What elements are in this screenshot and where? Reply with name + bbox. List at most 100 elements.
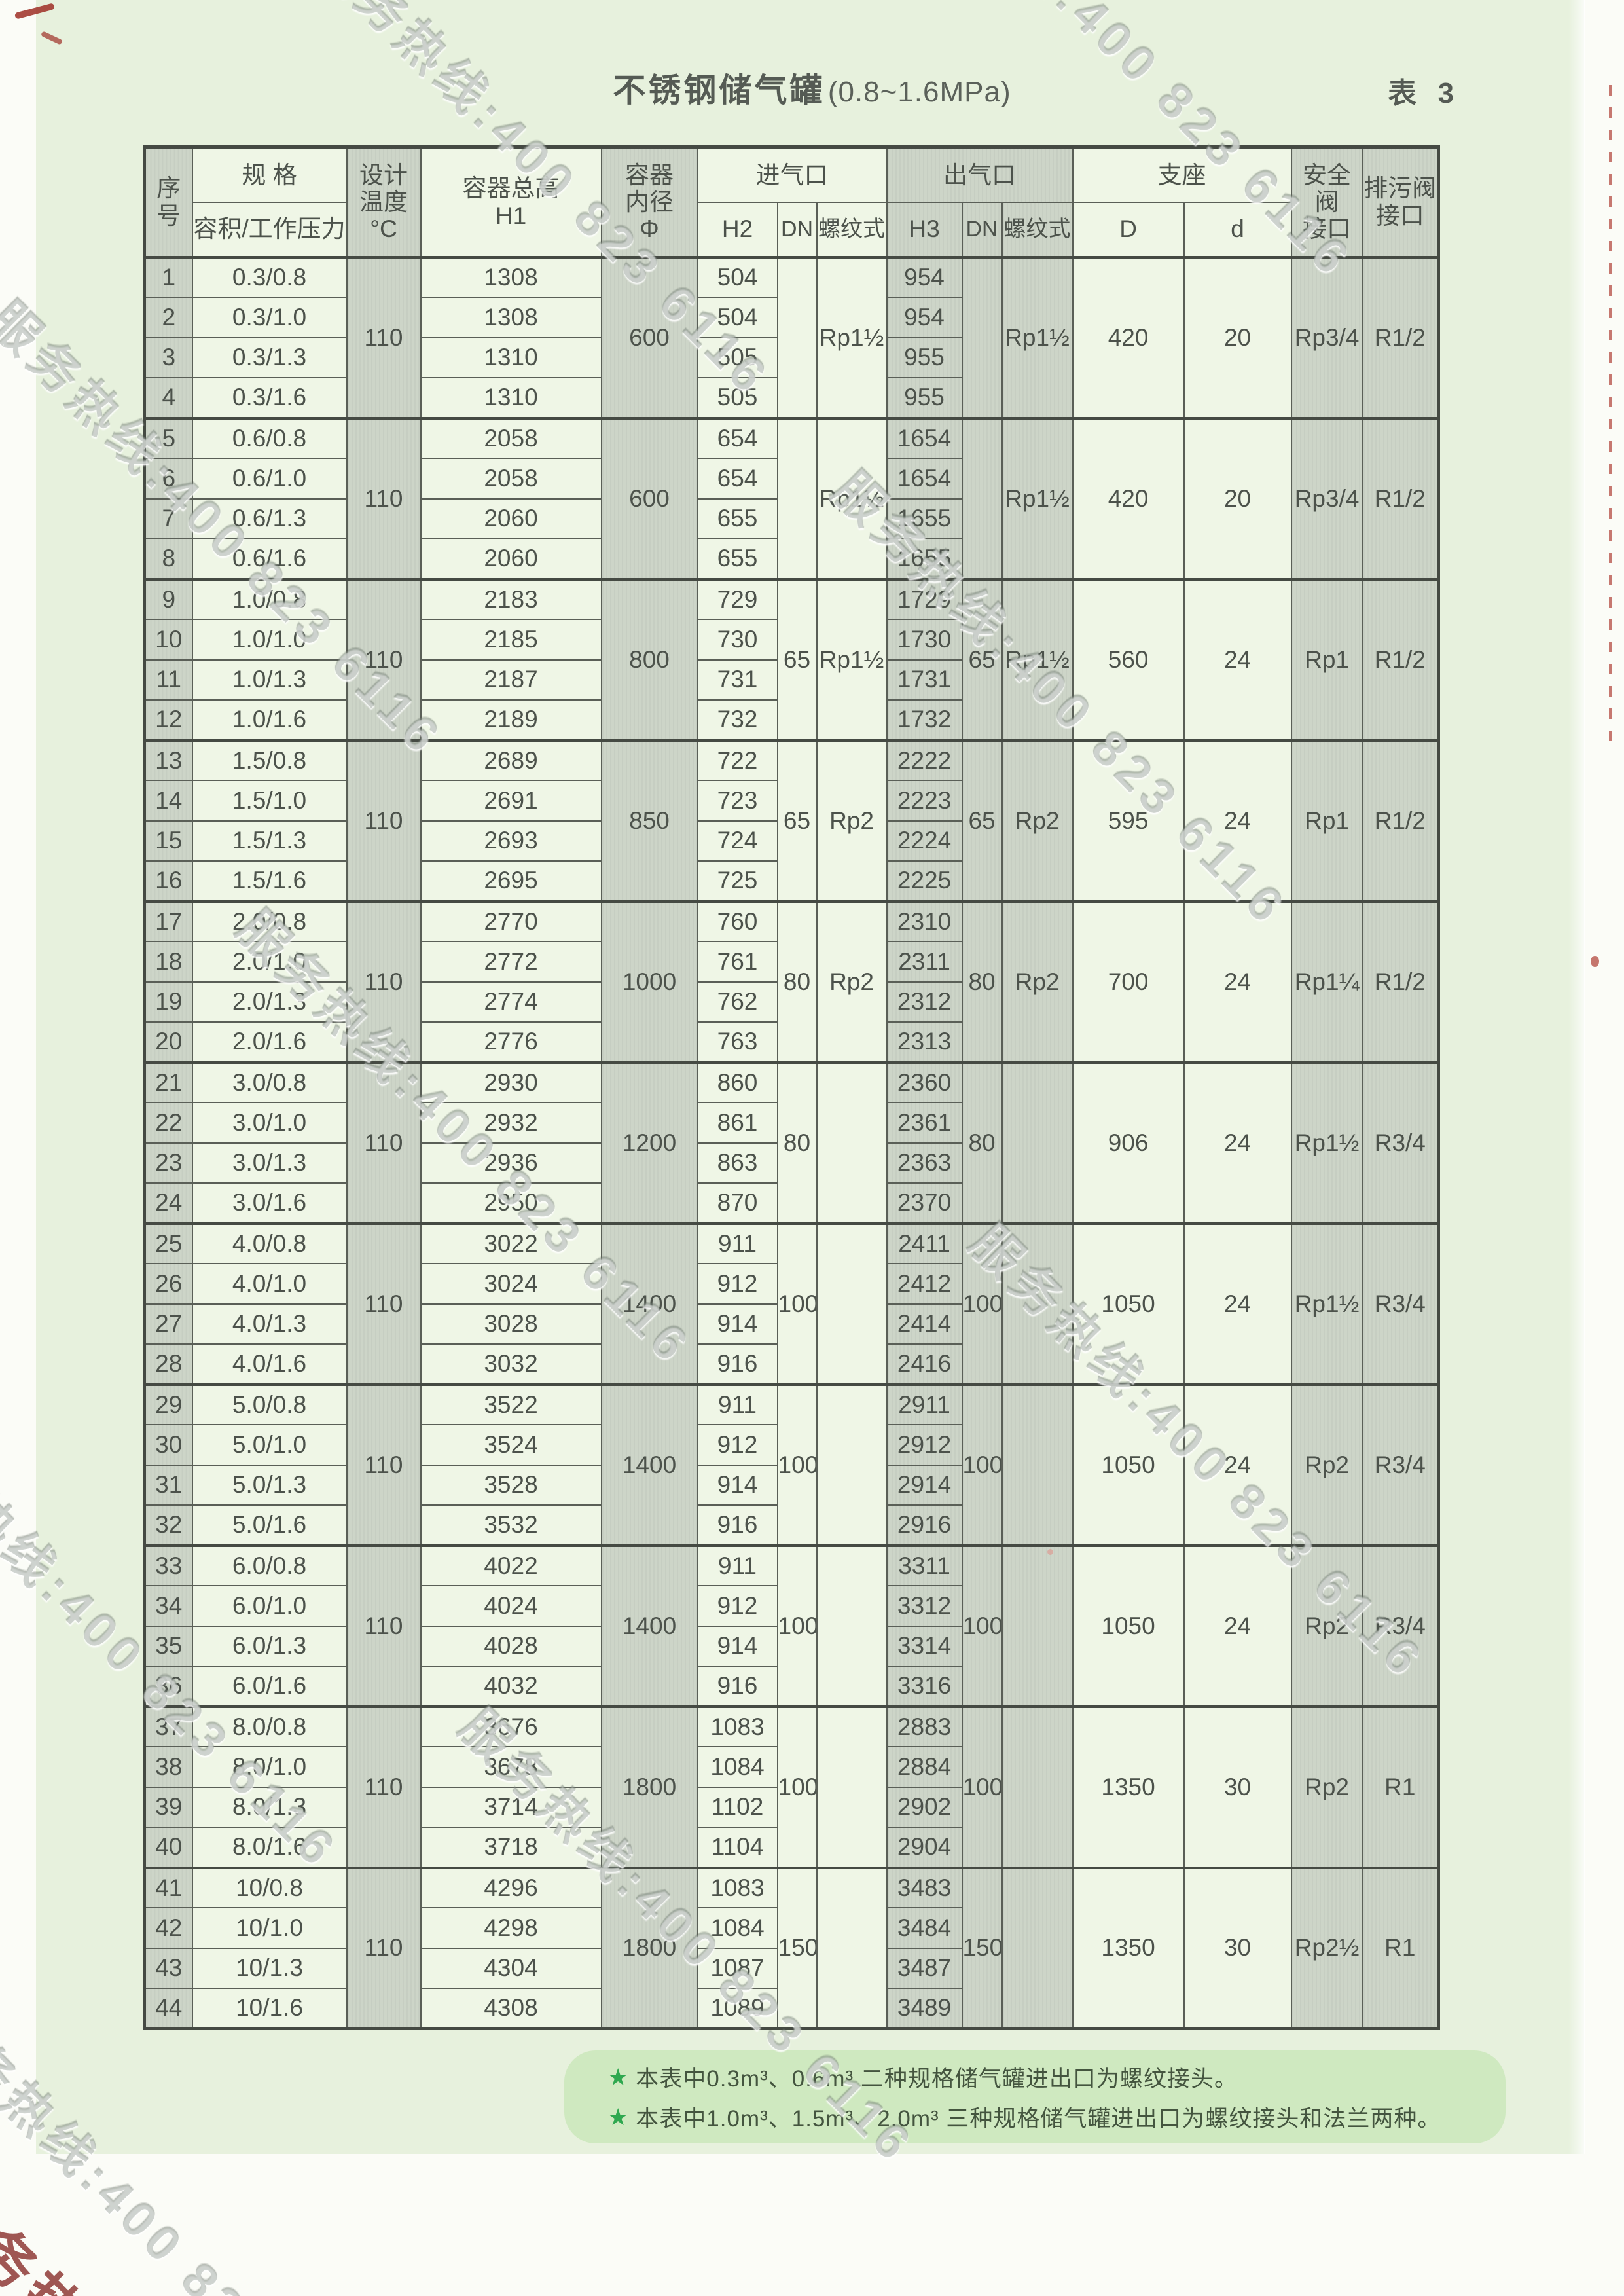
inner-diameter-cell: 1200 [600,1061,698,1224]
total-height-cell: 1310 [420,337,602,378]
header-support: 支座 [1072,146,1292,203]
total-height-cell: 2776 [420,1021,602,1063]
outlet-dn-cell: 100 [961,1383,1003,1546]
inlet-thread-cell: Rp1½ [816,416,888,580]
serial-no-cell: 9 [143,577,193,620]
inlet-thread-cell: Rp1½ [816,255,888,419]
serial-no-cell: 42 [143,1907,193,1949]
serial-no-cell: 6 [143,458,193,500]
header-support-d: d [1183,201,1292,258]
footnote-2: ★ 本表中1.0m³、1.5m³、2.0m³ 三种规格储气罐进出口为螺纹接头和法… [607,2100,1506,2134]
star-icon: ★ [607,2063,630,2090]
inlet-dn-cell: 150 [776,1866,818,2030]
outlet-h3-cell: 2416 [886,1343,963,1385]
outlet-h3-cell: 2363 [886,1142,963,1184]
serial-no-cell: 17 [143,900,193,942]
inlet-thread-cell: Rp1½ [816,577,888,741]
serial-no-cell: 27 [143,1303,193,1345]
serial-no-cell: 36 [143,1666,193,1707]
spec-cell: 3.0/1.0 [191,1102,348,1144]
outlet-thread-cell [1001,1866,1074,2030]
table-row: 11 1.0/1.3 2187 731 1731 [143,659,1439,701]
spec-cell: 3.0/1.3 [191,1142,348,1184]
outlet-h3-cell: 2914 [886,1464,963,1506]
inlet-h2-cell: 505 [696,337,778,378]
outlet-thread-cell: Rp2 [1001,900,1074,1063]
header-support-D: D [1072,201,1185,258]
spec-cell: 2.0/1.0 [191,941,348,983]
inlet-h2-cell: 504 [696,297,778,338]
header-inner-diameter-symbol: Φ [640,215,659,243]
serial-no-cell: 43 [143,1947,193,1989]
inlet-h2-cell: 761 [696,941,778,983]
table-row: 36 6.0/1.6 4032 916 3316 [143,1666,1439,1707]
inlet-h2-cell: 870 [696,1182,778,1224]
table-row: 39 8.0/1.3 3714 1102 2902 [143,1786,1439,1828]
serial-no-cell: 44 [143,1988,193,2030]
spec-cell: 1.5/1.0 [191,780,348,822]
spec-cell: 3.0/0.8 [191,1061,348,1103]
outlet-h3-cell: 3314 [886,1625,963,1667]
total-height-cell: 2693 [420,820,602,862]
inlet-dn-cell [776,255,818,419]
spec-cell: 0.6/0.8 [191,416,348,459]
inlet-h2-cell: 863 [696,1142,778,1184]
serial-no-cell: 13 [143,738,193,781]
header-outlet-dn: DN [961,201,1003,258]
inner-diameter-cell: 850 [600,738,698,902]
serial-no-cell: 29 [143,1383,193,1425]
spec-cell: 4.0/1.3 [191,1303,348,1345]
spec-cell: 4.0/1.0 [191,1263,348,1305]
outlet-thread-cell: Rp2 [1001,738,1074,902]
inlet-thread-cell [816,1061,888,1224]
support-D-cell: 420 [1072,255,1185,419]
total-height-cell: 4022 [420,1544,602,1586]
inlet-h2-cell: 914 [696,1464,778,1506]
serial-no-cell: 35 [143,1625,193,1667]
support-D-cell: 1050 [1072,1222,1185,1385]
drain-valve-port-cell: R3/4 [1362,1383,1439,1546]
scan-artifact-red-dashes [1609,85,1612,753]
inlet-h2-cell: 911 [696,1544,778,1586]
total-height-cell: 2932 [420,1102,602,1144]
table-row: 33 6.0/0.8 110 4022 1400 911 100 3311 100 1050 24 R… [143,1544,1439,1707]
spec-cell: 0.3/1.3 [191,337,348,378]
outlet-h3-cell: 2370 [886,1182,963,1224]
table-row: 40 8.0/1.6 3718 1104 2904 [143,1827,1439,1868]
spec-cell: 1.0/1.6 [191,699,348,741]
total-height-cell: 3718 [420,1827,602,1868]
total-height-cell: 3532 [420,1504,602,1546]
inlet-h2-cell: 1083 [696,1866,778,1908]
total-height-cell: 2695 [420,860,602,902]
drain-valve-port-cell: R3/4 [1362,1544,1439,1707]
outlet-h3-cell: 2222 [886,738,963,781]
drain-valve-port-cell: R3/4 [1362,1061,1439,1224]
serial-no-cell: 5 [143,416,193,459]
total-height-cell: 3528 [420,1464,602,1506]
spec-cell: 10/0.8 [191,1866,348,1908]
support-d-cell: 24 [1183,1222,1292,1385]
serial-no-cell: 23 [143,1142,193,1184]
spec-cell: 6.0/1.3 [191,1625,348,1667]
outlet-h3-cell: 2414 [886,1303,963,1345]
outlet-h3-cell: 1654 [886,416,963,459]
outlet-h3-cell: 3316 [886,1666,963,1707]
serial-no-cell: 41 [143,1866,193,1908]
safety-valve-port-cell: Rp1 [1290,738,1363,902]
inlet-dn-cell: 65 [776,738,818,902]
spec-cell: 4.0/0.8 [191,1222,348,1264]
inlet-h2-cell: 1084 [696,1746,778,1788]
spec-cell: 3.0/1.6 [191,1182,348,1224]
total-height-cell: 2930 [420,1061,602,1103]
watermark-text-red: 服务热线:400 8 [0,2160,294,2296]
inlet-h2-cell: 763 [696,1021,778,1063]
header-inlet-thread: 螺纹式 [816,201,888,258]
table-row: 21 3.0/0.8 110 2930 1200 860 80 2360 80 906 24 Rp1½… [143,1061,1439,1224]
table-row: 23 3.0/1.3 2936 863 2363 [143,1142,1439,1184]
inlet-h2-cell: 1084 [696,1907,778,1949]
spec-cell: 4.0/1.6 [191,1343,348,1385]
table-row: 27 4.0/1.3 3028 914 2414 [143,1303,1439,1345]
drain-valve-port-cell: R1/2 [1362,416,1439,580]
inlet-h2-cell: 914 [696,1625,778,1667]
safety-valve-port-cell: Rp2 [1290,1705,1363,1868]
